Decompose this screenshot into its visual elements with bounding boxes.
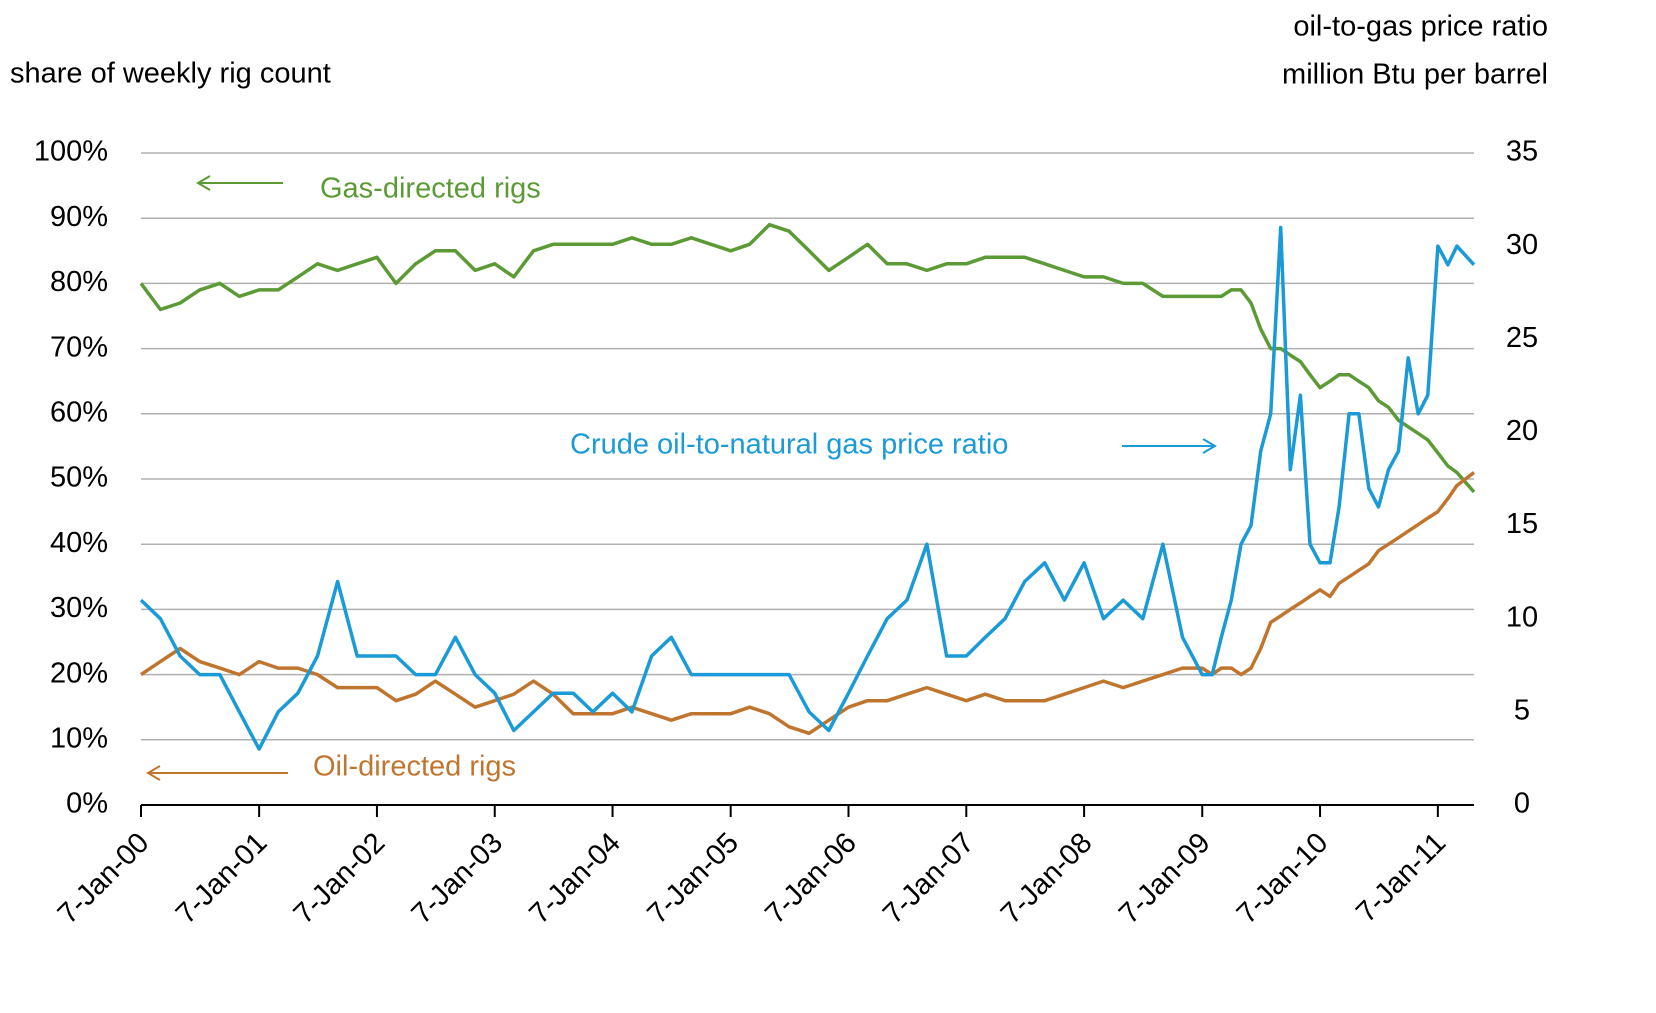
- y-tick-label: 40%: [50, 527, 108, 559]
- annotation-arrow: [196, 175, 283, 191]
- x-tick-label: 7-Jan-08: [995, 827, 1099, 931]
- y2-axis-title: million Btu per barrel: [1282, 59, 1548, 91]
- y2-tick-label: 10: [1506, 601, 1538, 633]
- x-tick-label: 7-Jan-10: [1231, 827, 1335, 931]
- y-axis-title: share of weekly rig count: [10, 58, 331, 90]
- y-tick-label: 90%: [50, 201, 108, 233]
- series-annotation: Gas-directed rigs: [320, 173, 541, 205]
- series-line: [139, 225, 1476, 751]
- x-tick-label: 7-Jan-00: [52, 827, 156, 931]
- series-line: [139, 222, 1476, 494]
- y-tick-label: 10%: [50, 722, 108, 754]
- x-tick-label: 7-Jan-03: [406, 827, 510, 931]
- series-annotation: Crude oil-to-natural gas price ratio: [570, 429, 1008, 461]
- y2-tick-label: 5: [1514, 695, 1530, 727]
- y-tick-label: 100%: [34, 136, 108, 168]
- x-tick-label: 7-Jan-06: [759, 827, 863, 931]
- x-tick-label: 7-Jan-01: [170, 827, 274, 931]
- y2-tick-label: 15: [1506, 508, 1538, 540]
- y2-axis-title: oil-to-gas price ratio: [1293, 11, 1548, 43]
- annotation-arrow: [1122, 438, 1217, 454]
- y-tick-label: 70%: [50, 331, 108, 363]
- y-tick-label: 30%: [50, 592, 108, 624]
- x-tick-label: 7-Jan-02: [288, 827, 392, 931]
- y-tick-label: 80%: [50, 266, 108, 298]
- x-tick-label: 7-Jan-07: [877, 827, 981, 931]
- y-tick-label: 0%: [66, 788, 108, 820]
- series-annotation: Oil-directed rigs: [313, 751, 516, 783]
- series-line: [140, 471, 1476, 736]
- x-tick-label: 7-Jan-05: [641, 827, 745, 931]
- y-tick-label: 20%: [50, 657, 108, 689]
- y-tick-label: 50%: [50, 462, 108, 494]
- x-tick-label: 7-Jan-11: [1350, 827, 1452, 929]
- y2-tick-label: 0: [1514, 788, 1530, 820]
- y-tick-label: 60%: [50, 396, 108, 428]
- y2-tick-label: 25: [1506, 322, 1538, 354]
- x-tick-label: 7-Jan-09: [1113, 827, 1217, 931]
- x-tick-label: 7-Jan-04: [523, 827, 627, 931]
- y2-tick-label: 20: [1506, 415, 1538, 447]
- y2-tick-label: 30: [1506, 229, 1538, 261]
- annotation-arrow: [146, 765, 288, 781]
- y2-tick-label: 35: [1506, 136, 1538, 168]
